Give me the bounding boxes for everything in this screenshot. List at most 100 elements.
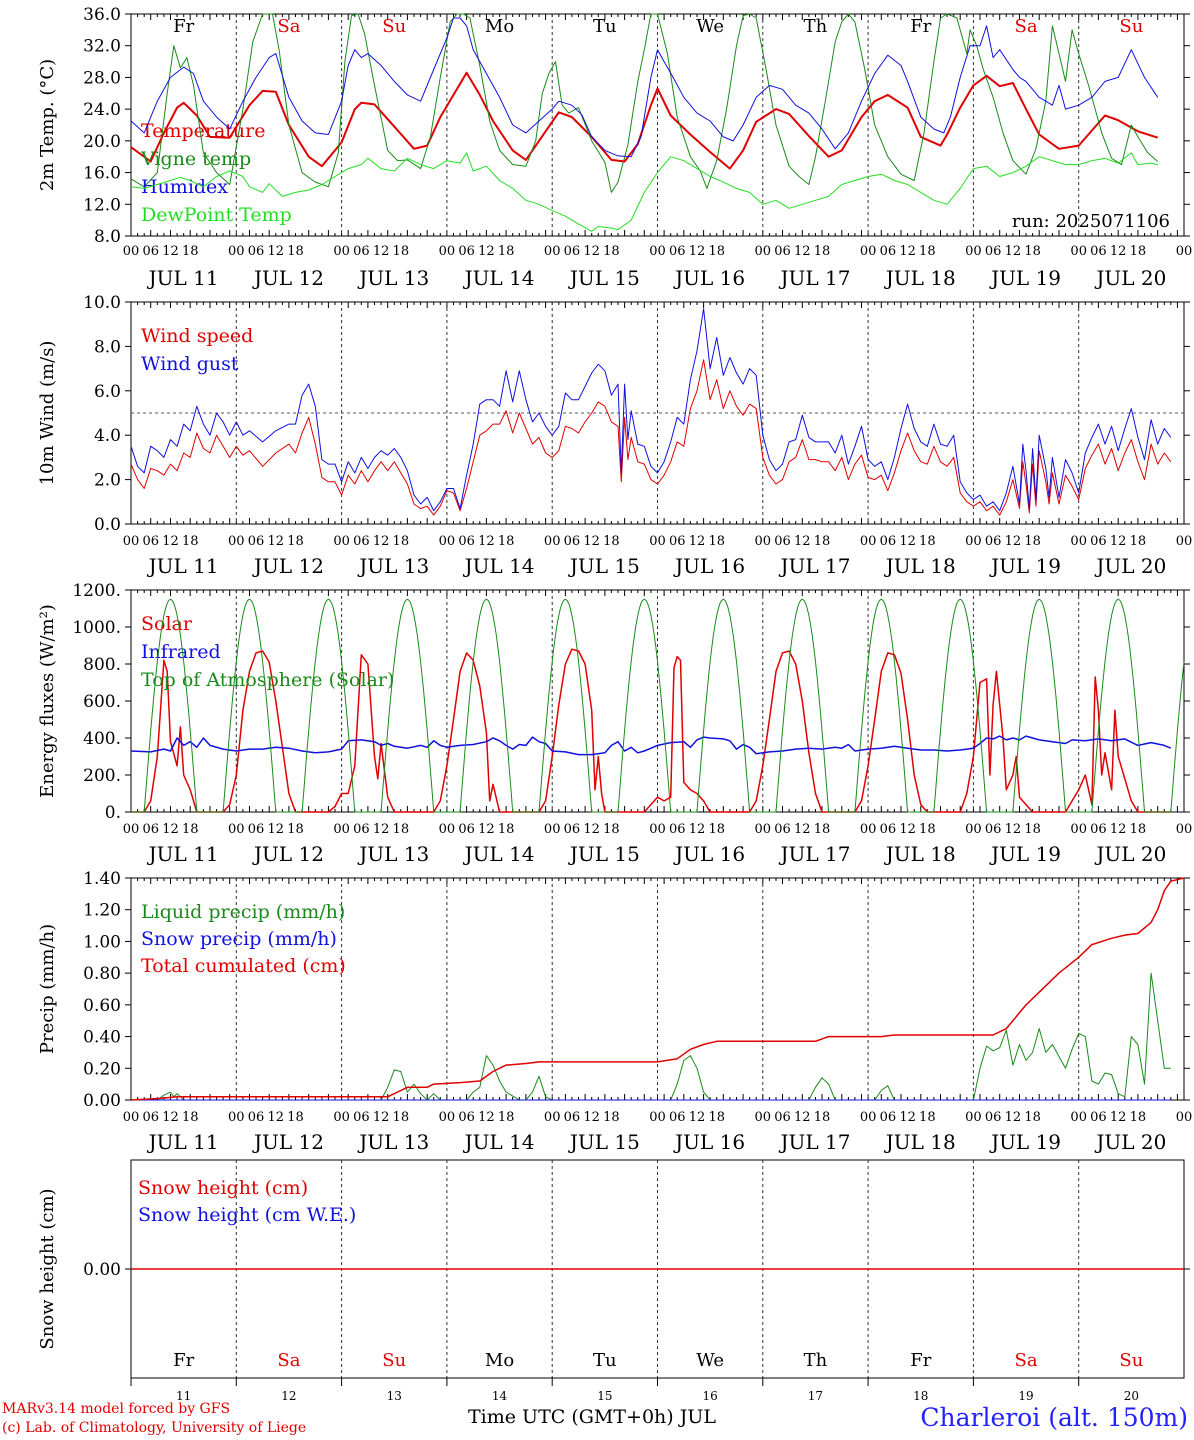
run-label: run: 2025071106 — [1012, 211, 1170, 232]
hour-label: 12 — [794, 534, 811, 549]
legend-entry: Temperature — [141, 120, 265, 142]
hour-label: 00 — [649, 822, 666, 837]
date-label: JUL 18 — [884, 554, 956, 578]
hour-label: 06 — [880, 1110, 897, 1125]
series-line-temperature — [131, 73, 1158, 169]
day-number: 13 — [387, 1389, 402, 1403]
hour-label: 12 — [794, 244, 811, 259]
y-tick-label: 0.0 — [94, 515, 121, 535]
hour-label: 00 — [123, 534, 140, 549]
hour-label: 06 — [985, 822, 1002, 837]
hour-label: 06 — [880, 534, 897, 549]
y-tick-label: 12.0 — [83, 195, 121, 215]
y-tick-label: 200. — [83, 766, 121, 786]
hour-label: 00 — [1176, 534, 1193, 549]
hour-label: 12 — [268, 244, 285, 259]
hour-label: 00 — [1176, 1110, 1193, 1125]
y-tick-label: 1.20 — [83, 901, 121, 921]
hour-label: 00 — [649, 244, 666, 259]
day-number: 18 — [913, 1389, 928, 1403]
day-number: 20 — [1124, 1389, 1139, 1403]
hour-label: 12 — [1110, 822, 1127, 837]
hour-label: 18 — [708, 244, 725, 259]
hour-label: 06 — [564, 244, 581, 259]
date-label: JUL 13 — [357, 842, 429, 866]
legend-entry: Total cumulated (cm) — [141, 955, 346, 977]
hour-label: 18 — [708, 534, 725, 549]
hour-label: 06 — [774, 1110, 791, 1125]
hour-label: 00 — [965, 822, 982, 837]
copyright-credit: (c) Lab. of Climatology, University of L… — [2, 1420, 306, 1436]
hour-label: 06 — [248, 244, 265, 259]
y-tick-label: 800. — [83, 655, 121, 675]
hour-label: 06 — [458, 822, 475, 837]
hour-label: 12 — [583, 1110, 600, 1125]
date-label: JUL 20 — [1094, 1130, 1166, 1154]
station-label: Charleroi (alt. 150m) — [920, 1403, 1188, 1432]
date-label: JUL 17 — [778, 554, 850, 578]
hour-label: 00 — [965, 244, 982, 259]
hour-label: 12 — [373, 534, 390, 549]
hour-label: 12 — [583, 244, 600, 259]
hour-label: 00 — [439, 244, 456, 259]
y-tick-label: 8.0 — [94, 337, 121, 357]
hour-label: 18 — [393, 534, 410, 549]
y-tick-label: 0.00 — [83, 1091, 121, 1111]
date-label: JUL 12 — [252, 1130, 324, 1154]
chart-panel-5: 0.00 Snow height (cm) Snow height (cm) Snow… — [37, 1160, 1190, 1428]
date-label: JUL 19 — [989, 266, 1061, 290]
y-axis-label: 2m Temp. (°C) — [37, 59, 58, 191]
y-axis-label: 10m Wind (m/s) — [37, 341, 58, 486]
hour-label: 06 — [985, 244, 1002, 259]
hour-label: 00 — [333, 534, 350, 549]
hour-label: 12 — [1005, 822, 1022, 837]
hour-label: 18 — [182, 822, 199, 837]
y-tick-label: 0.00 — [83, 1260, 121, 1280]
date-label: JUL 13 — [357, 1130, 429, 1154]
hour-label: 18 — [814, 822, 831, 837]
y-tick-label: 0.20 — [83, 1059, 121, 1079]
hour-label: 00 — [755, 534, 772, 549]
date-label: JUL 12 — [252, 554, 324, 578]
date-label: JUL 15 — [568, 266, 640, 290]
hour-label: 00 — [1176, 244, 1193, 259]
weekday-label: Tu — [593, 16, 617, 37]
hour-label: 18 — [1024, 534, 1041, 549]
y-tick-label: 4.0 — [94, 426, 121, 446]
y-tick-label: 0. — [105, 803, 121, 823]
hour-label: 00 — [333, 244, 350, 259]
legend-entry: DewPoint Temp — [141, 204, 292, 226]
date-label: JUL 12 — [252, 842, 324, 866]
weekday-label: Fr — [910, 1350, 931, 1371]
series-line-liquid-precip-mm-h — [131, 973, 1171, 1100]
y-tick-label: 400. — [83, 729, 121, 749]
hour-label: 00 — [228, 244, 245, 259]
hour-label: 00 — [544, 822, 561, 837]
model-credit: MARv3.14 model forced by GFS — [2, 1401, 230, 1417]
series-line-vigne-temp — [131, 14, 1158, 192]
hour-label: 00 — [965, 534, 982, 549]
date-label: JUL 12 — [252, 266, 324, 290]
date-label: JUL 18 — [884, 842, 956, 866]
hour-label: 06 — [142, 1110, 159, 1125]
hour-label: 06 — [774, 822, 791, 837]
chart-panel-1: 36.0 32.0 28.0 24.0 20.0 16.0 12.0 8.0 2m Temp. … — [37, 5, 1192, 290]
hour-label: 00 — [123, 244, 140, 259]
date-label: JUL 11 — [147, 554, 219, 578]
day-number: 15 — [597, 1389, 612, 1403]
hour-label: 18 — [1024, 244, 1041, 259]
hour-label: 06 — [142, 244, 159, 259]
hour-label: 12 — [268, 1110, 285, 1125]
hour-label: 18 — [498, 1110, 515, 1125]
hour-label: 00 — [1070, 244, 1087, 259]
legend-entry: Snow precip (mm/h) — [141, 928, 337, 950]
legend-entry: Vigne temp — [140, 148, 251, 170]
weekday-label: Su — [382, 1350, 406, 1371]
hour-label: 18 — [919, 244, 936, 259]
date-label: JUL 14 — [463, 266, 535, 290]
hour-label: 00 — [333, 822, 350, 837]
date-label: JUL 17 — [778, 1130, 850, 1154]
hour-label: 18 — [498, 534, 515, 549]
hour-label: 12 — [794, 1110, 811, 1125]
weekday-label: Su — [382, 16, 406, 37]
